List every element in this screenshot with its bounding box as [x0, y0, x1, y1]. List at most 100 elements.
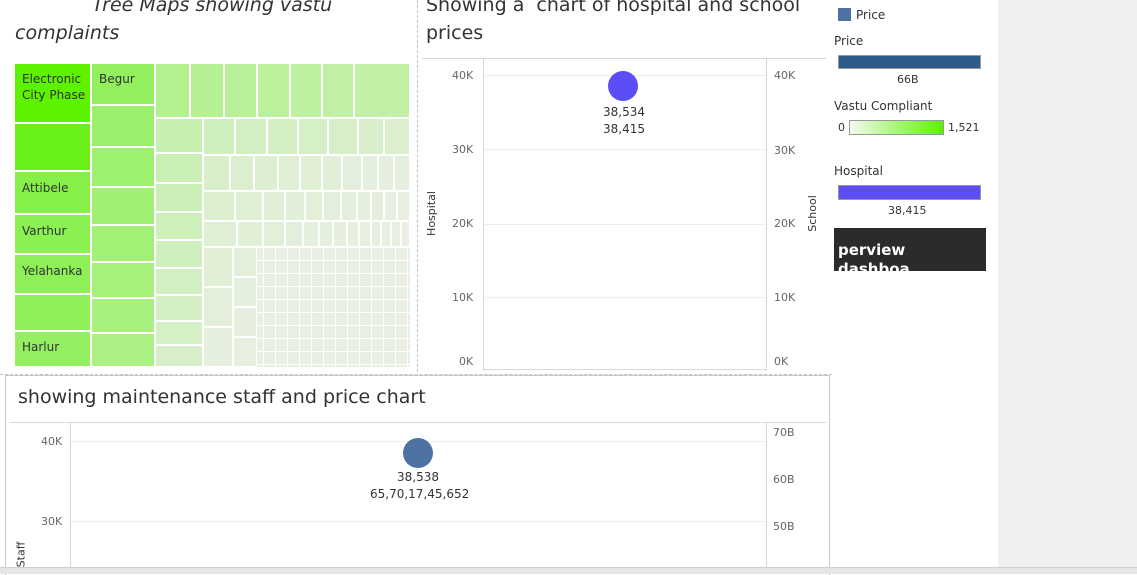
legend-hospital-bar[interactable]: [838, 185, 981, 200]
treemap-cell[interactable]: [342, 155, 362, 191]
treemap-cell[interactable]: [203, 287, 233, 327]
treemap-cell[interactable]: [14, 123, 91, 171]
legend-vastu-min: 0: [838, 121, 845, 134]
staff-tick: 30K: [41, 515, 63, 528]
legend-price-bar[interactable]: [838, 55, 981, 69]
hospital-axis-label: Hospital: [424, 191, 438, 236]
treemap-cell[interactable]: [371, 191, 384, 221]
treemap-cell[interactable]: [384, 191, 397, 221]
treemap-cell[interactable]: [323, 191, 341, 221]
price-right-axis: [766, 423, 767, 573]
treemap-cell[interactable]: [224, 63, 257, 118]
treemap-cell[interactable]: [230, 155, 254, 191]
hospital-chart-title-rule: [422, 58, 826, 59]
treemap-cell[interactable]: [263, 221, 285, 247]
treemap-cell[interactable]: [91, 262, 155, 298]
legend-price-item[interactable]: Price: [856, 8, 886, 22]
treemap-cell[interactable]: [91, 187, 155, 225]
treemap-cell[interactable]: [401, 221, 410, 247]
treemap-cell[interactable]: [263, 191, 285, 221]
treemap-cell[interactable]: [285, 221, 303, 247]
treemap-cell[interactable]: [328, 118, 358, 155]
treemap-cell[interactable]: [155, 63, 190, 118]
treemap-cell[interactable]: [362, 155, 378, 191]
treemap-cell[interactable]: [285, 191, 305, 221]
treemap-cell[interactable]: [397, 191, 410, 221]
treemap-cell[interactable]: [235, 191, 263, 221]
treemap-cell[interactable]: [91, 298, 155, 333]
treemap-cell[interactable]: [357, 191, 371, 221]
legend-price-value: 66B: [897, 73, 919, 86]
treemap-cell[interactable]: [322, 155, 342, 191]
staff-chart[interactable]: 40K 30K 70B 60B 50B Staff 38,538 65,70,1…: [10, 423, 826, 573]
treemap-cell[interactable]: [391, 221, 401, 247]
treemap-cell[interactable]: [155, 183, 203, 212]
treemap-cell[interactable]: [91, 63, 155, 105]
treemap-cell[interactable]: [190, 63, 224, 118]
treemap-cell[interactable]: [203, 155, 230, 191]
treemap-cell[interactable]: [233, 247, 257, 277]
treemap-cell[interactable]: [278, 155, 300, 191]
treemap-cell[interactable]: [155, 295, 203, 321]
treemap-cell[interactable]: [384, 118, 410, 155]
treemap-cell[interactable]: [14, 171, 91, 214]
hospital-data-point[interactable]: [608, 71, 638, 101]
treemap-cell[interactable]: [14, 331, 91, 367]
treemap-cell[interactable]: [91, 147, 155, 187]
treemap-cell[interactable]: [237, 221, 263, 247]
treemap-cell[interactable]: [14, 294, 91, 331]
treemap-cell[interactable]: [203, 118, 235, 155]
treemap-cell[interactable]: [394, 155, 410, 191]
treemap-cell[interactable]: [378, 155, 394, 191]
treemap-title-line1: Tree Maps showing vastu: [92, 0, 333, 16]
treemap-cell[interactable]: [358, 118, 384, 155]
treemap-cell[interactable]: [14, 254, 91, 294]
treemap-cell[interactable]: [203, 191, 235, 221]
treemap-cell[interactable]: [155, 212, 203, 240]
hospital-chart[interactable]: 40K 30K 20K 10K 0K 40K 30K 20K 10K 0K Ho…: [422, 59, 826, 372]
treemap-cell[interactable]: [267, 118, 298, 155]
treemap-cell[interactable]: [381, 221, 391, 247]
treemap-cell[interactable]: [155, 240, 203, 268]
treemap-cell[interactable]: [257, 63, 290, 118]
legend-hospital-header: Hospital: [834, 164, 883, 178]
treemap-cell[interactable]: [359, 221, 371, 247]
legend-vastu-gradient[interactable]: [849, 120, 944, 135]
treemap-cell[interactable]: [298, 118, 328, 155]
treemap-cell[interactable]: [303, 221, 319, 247]
treemap-cell[interactable]: [233, 307, 257, 337]
treemap-cell[interactable]: [319, 221, 333, 247]
treemap-cell[interactable]: [155, 321, 203, 345]
treemap-cell[interactable]: [290, 63, 322, 118]
hospital-tick: 20K: [452, 217, 474, 230]
treemap-cell[interactable]: [155, 268, 203, 295]
treemap-cell[interactable]: [155, 153, 203, 183]
treemap-cell[interactable]: [354, 63, 410, 118]
treemap-cell[interactable]: [341, 191, 357, 221]
treemap-cell[interactable]: [91, 333, 155, 367]
treemap-cell[interactable]: [300, 155, 322, 191]
treemap-label-electronic-city: Electronic City Phase: [22, 72, 86, 102]
treemap-cell[interactable]: [14, 214, 91, 254]
treemap-cell[interactable]: [203, 247, 233, 287]
treemap-cell[interactable]: [233, 277, 257, 307]
panel-divider: [417, 0, 418, 372]
staff-data-point[interactable]: [403, 438, 433, 468]
treemap-cell[interactable]: [254, 155, 278, 191]
treemap-cell[interactable]: [322, 63, 354, 118]
treemap-cell[interactable]: [203, 327, 233, 367]
treemap-cell[interactable]: [155, 345, 203, 367]
treemap-cell[interactable]: [155, 118, 203, 153]
treemap-cell[interactable]: [91, 225, 155, 262]
treemap-cell[interactable]: [235, 118, 267, 155]
treemap-cell[interactable]: [203, 221, 237, 247]
treemap-cell[interactable]: [333, 221, 347, 247]
treemap-cell[interactable]: [305, 191, 323, 221]
treemap-cell[interactable]: [371, 221, 381, 247]
treemap-cell[interactable]: [347, 221, 359, 247]
treemap[interactable]: Electronic City Phase Begur Attibele Var…: [14, 63, 410, 367]
treemap-cell[interactable]: [233, 337, 257, 367]
treemap-cell[interactable]: [14, 63, 91, 123]
preview-dashboard-button[interactable]: perview dashboa...: [834, 228, 986, 278]
treemap-cell[interactable]: [91, 105, 155, 147]
